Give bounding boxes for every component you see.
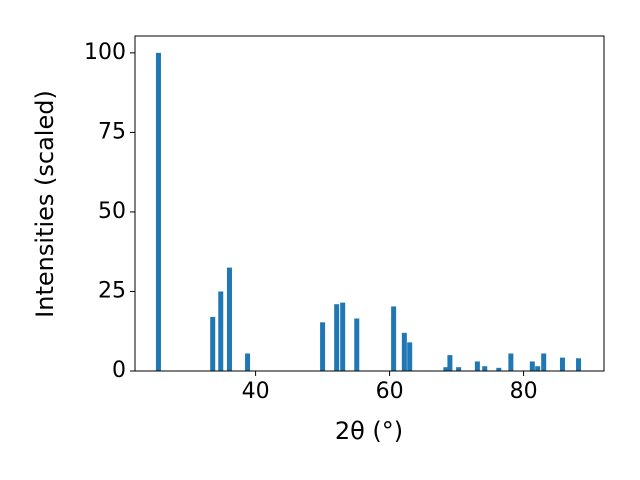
bar bbox=[401, 332, 407, 371]
bar bbox=[218, 291, 224, 371]
x-tick-label: 80 bbox=[510, 379, 538, 404]
x-tick-label: 60 bbox=[376, 379, 404, 404]
bar bbox=[559, 357, 565, 371]
y-tick-label: 50 bbox=[98, 199, 126, 224]
bar bbox=[447, 355, 453, 371]
bar bbox=[496, 367, 502, 371]
x-tick-label: 40 bbox=[242, 379, 270, 404]
bar bbox=[482, 366, 488, 371]
x-axis-label: 2θ (°) bbox=[335, 417, 403, 445]
y-tick-label: 25 bbox=[98, 278, 126, 303]
bar bbox=[407, 342, 413, 371]
y-tick-label: 100 bbox=[84, 40, 126, 65]
bar bbox=[155, 52, 161, 371]
bar bbox=[210, 316, 216, 371]
bar bbox=[391, 306, 397, 371]
bar bbox=[443, 367, 449, 371]
bar bbox=[245, 353, 251, 371]
y-tick-label: 75 bbox=[98, 119, 126, 144]
y-axis-label: Intensities (scaled) bbox=[31, 90, 59, 318]
bar bbox=[474, 361, 480, 371]
bar bbox=[541, 353, 547, 371]
bar bbox=[576, 358, 582, 371]
bar bbox=[529, 361, 535, 371]
bar bbox=[508, 353, 514, 371]
bar bbox=[320, 322, 326, 371]
bar bbox=[535, 366, 541, 371]
plot-frame bbox=[134, 35, 605, 372]
bar bbox=[354, 318, 360, 371]
y-tick-label: 0 bbox=[112, 358, 126, 383]
bar bbox=[340, 302, 346, 371]
bar bbox=[226, 267, 232, 371]
bar bbox=[334, 304, 340, 371]
bar bbox=[456, 367, 462, 371]
